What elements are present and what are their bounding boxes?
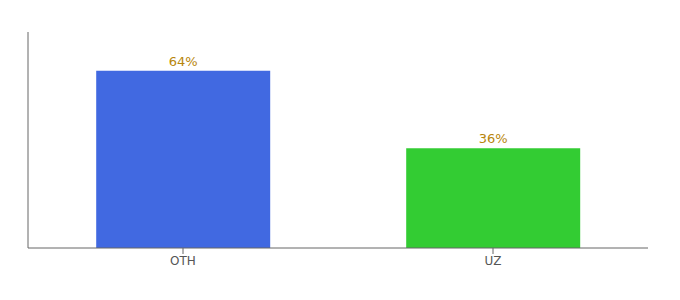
svg-text:36%: 36%: [479, 131, 508, 146]
svg-text:64%: 64%: [169, 54, 198, 69]
svg-text:UZ: UZ: [485, 254, 502, 268]
svg-text:OTH: OTH: [170, 254, 196, 268]
